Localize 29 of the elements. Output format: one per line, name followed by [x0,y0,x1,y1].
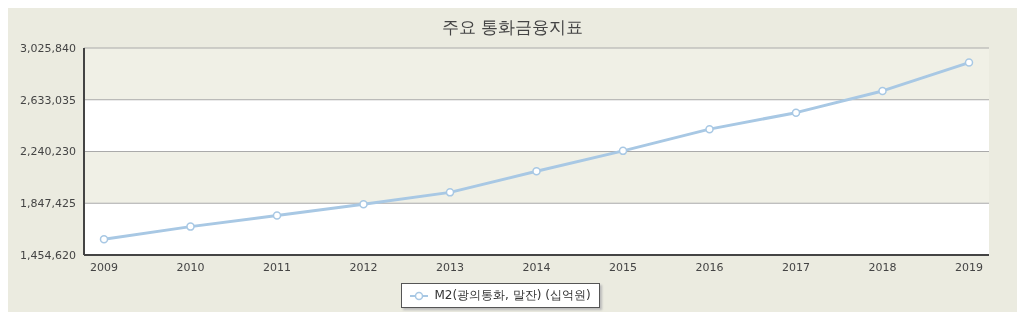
y-tick-label: 2,633,035 [20,93,76,107]
x-tick-label: 2010 [176,260,205,274]
x-tick-label: 2013 [436,260,464,274]
x-tick-label: 2014 [522,260,551,274]
chart-title: 주요 통화금융지표 [440,16,585,39]
point [186,222,195,231]
legend-label: M2(광의통화, 말잔) (십억원) [434,287,591,304]
point [705,124,714,134]
x-tick-label: 2011 [263,260,291,274]
y-tick-label: 3,025,840 [20,41,76,55]
y-tick-label: 1,847,425 [20,197,76,211]
x-tick-label: 2015 [609,260,637,274]
point [445,188,455,197]
x-tick-label: 2019 [955,260,983,274]
point [532,167,541,176]
point [878,86,887,96]
point [791,108,801,117]
point [359,199,368,209]
x-tick-label: 2018 [868,260,897,274]
point [99,234,109,244]
x-tick-label: 2016 [695,260,724,274]
point [618,146,628,156]
x-tick-label: 2009 [90,260,118,274]
y-tick-label: 2,240,230 [20,145,76,159]
point [272,211,282,220]
x-tick-label: 2017 [782,260,810,274]
y-tick-label: 1,454,620 [20,248,76,262]
point [964,58,974,67]
x-tick-label: 2012 [349,260,378,274]
